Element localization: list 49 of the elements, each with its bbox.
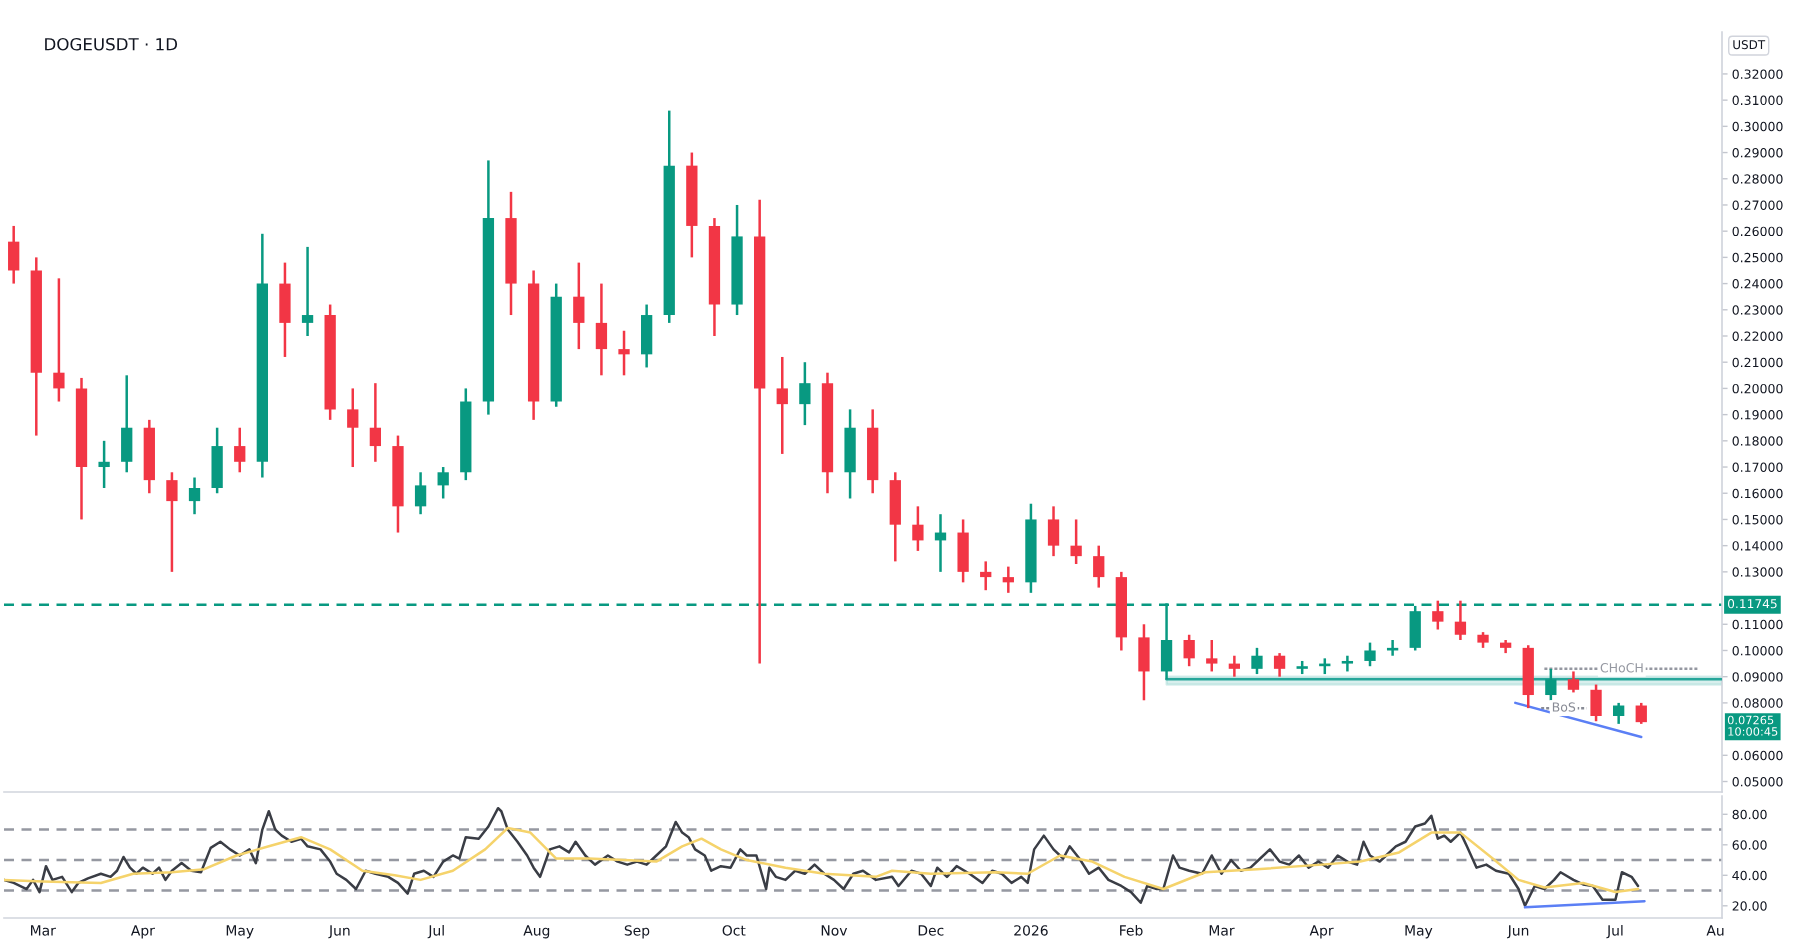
candlestick (1590, 683, 1602, 723)
candlestick (1002, 565, 1014, 595)
candlestick (1567, 670, 1580, 694)
candlestick (1273, 651, 1286, 678)
candlestick (957, 518, 969, 584)
candlestick (414, 471, 427, 516)
candlestick (1047, 505, 1060, 558)
candlestick (1093, 544, 1105, 589)
candlestick (799, 360, 811, 427)
candlestick (1364, 641, 1376, 668)
candlestick (912, 505, 924, 553)
candlestick (980, 560, 992, 592)
candlestick (1522, 643, 1534, 710)
candlestick (301, 245, 314, 338)
candlestick (776, 355, 788, 456)
candlestick (211, 426, 223, 495)
candlestick (889, 471, 901, 563)
candlestick (1070, 518, 1082, 566)
candlestick (618, 329, 630, 377)
candlestick (844, 408, 856, 500)
candlestick (1454, 599, 1467, 642)
candlestick (1341, 654, 1354, 673)
candlestick (640, 303, 653, 369)
candlestick (595, 282, 608, 377)
candlestick (1545, 667, 1557, 702)
chart-title: DOGEUSDT · 1D (45, 37, 178, 51)
candlestick (98, 439, 110, 490)
candlestick (369, 381, 382, 464)
candlestick (234, 426, 246, 474)
candlestick (166, 471, 178, 574)
candlestick (1409, 604, 1421, 652)
candlestick (188, 476, 201, 516)
candlestick (1206, 638, 1218, 673)
candlestick (121, 374, 133, 474)
candlestick (347, 387, 359, 469)
candlestick (437, 465, 449, 500)
candlestick (1635, 701, 1647, 726)
candlestick (53, 277, 65, 403)
candlestick (1138, 623, 1150, 702)
candlestick (1228, 654, 1241, 678)
line-series (4, 826, 1640, 894)
candlestick (1432, 599, 1444, 631)
candlestick (8, 224, 20, 285)
candlestick (1183, 633, 1195, 668)
line-series (4, 806, 1640, 908)
candlestick (279, 261, 291, 359)
candlestick (1251, 646, 1263, 676)
candlestick (1613, 701, 1625, 726)
candlestick (573, 261, 585, 351)
